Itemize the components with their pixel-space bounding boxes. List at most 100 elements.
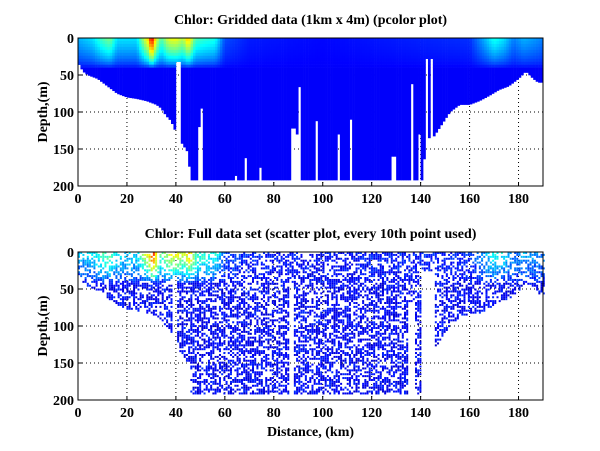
pcolor-cell (227, 49, 231, 54)
pcolor-cell (440, 40, 443, 45)
pcolor-cell (393, 46, 397, 51)
scatter-point (89, 261, 92, 264)
scatter-point (192, 375, 195, 378)
pcolor-cell (339, 55, 343, 60)
scatter-point (82, 259, 85, 262)
pcolor-cell (146, 43, 150, 48)
scatter-point (267, 265, 270, 268)
scatter-point (296, 261, 299, 264)
scatter-point (210, 352, 213, 355)
pcolor-cell (511, 61, 514, 65)
scatter-point (298, 284, 301, 287)
scatter-point (199, 353, 202, 356)
scatter-point (210, 330, 213, 333)
scatter-point (170, 290, 173, 293)
pcolor-cell (312, 43, 316, 48)
scatter-point (300, 327, 303, 330)
pcolor-cell (342, 38, 346, 42)
scatter-point (196, 365, 199, 368)
pcolor-cell (249, 38, 253, 42)
scatter-point (196, 367, 199, 370)
pcolor-cell (469, 64, 473, 68)
pcolor-cell (498, 61, 502, 65)
scatter-point (179, 278, 182, 281)
scatter-point (155, 305, 158, 308)
scatter-point (300, 267, 303, 270)
scatter-point (223, 348, 226, 351)
scatter-point (84, 269, 87, 272)
pcolor-cell (308, 38, 311, 42)
scatter-point (146, 300, 149, 303)
scatter-point (86, 265, 89, 268)
scatter-point (207, 340, 210, 343)
scatter-point (212, 259, 215, 262)
scatter-point (188, 275, 191, 278)
scatter-point (102, 278, 105, 281)
pcolor-cell (234, 43, 238, 48)
scatter-point (238, 302, 241, 305)
pcolor-cell (349, 58, 353, 62)
pcolor-cell (136, 67, 140, 100)
scatter-point (181, 323, 184, 326)
pcolor-cell (290, 64, 294, 68)
scatter-point (300, 280, 303, 283)
scatter-point (216, 259, 219, 262)
pcolor-cell (369, 40, 372, 45)
scatter-point (205, 369, 208, 372)
scatter-point (293, 384, 296, 387)
pcolor-cell (479, 43, 483, 48)
pcolor-cell (254, 55, 257, 60)
scatter-point (282, 332, 285, 335)
scatter-point (214, 392, 217, 395)
pcolor-cell (435, 49, 439, 54)
scatter-point (234, 307, 237, 310)
scatter-point (128, 303, 131, 306)
pcolor-cell (401, 52, 404, 57)
pcolor-cell (200, 55, 204, 60)
pcolor-cell (423, 64, 426, 68)
scatter-point (238, 336, 241, 339)
scatter-point (181, 284, 184, 287)
scatter-point (199, 303, 202, 306)
scatter-point (267, 338, 270, 341)
scatter-point (291, 280, 294, 283)
pcolor-cell (131, 43, 135, 48)
scatter-point (249, 286, 252, 289)
pcolor-cell (540, 43, 544, 48)
scatter-point (258, 255, 261, 258)
scatter-point (174, 255, 177, 258)
scatter-point (229, 277, 232, 280)
pcolor-cell (386, 49, 390, 54)
scatter-point (258, 338, 261, 341)
pcolor-cell (525, 55, 529, 60)
pcolor-cell (391, 61, 395, 65)
pcolor-cell (472, 38, 475, 42)
scatter-point (227, 340, 230, 343)
pcolor-cell (354, 49, 358, 54)
scatter-point (254, 271, 257, 274)
scatter-point (234, 280, 237, 283)
scatter-point (238, 269, 241, 272)
pcolor-cell (102, 55, 106, 60)
scatter-point (199, 284, 202, 287)
pcolor-cell (202, 49, 206, 54)
scatter-point (287, 303, 290, 306)
scatter-point (210, 252, 213, 254)
scatter-point (201, 277, 204, 280)
scatter-point (159, 290, 162, 293)
pcolor-cell (469, 52, 473, 57)
scatter-point (155, 265, 158, 268)
pcolor-cell (268, 52, 272, 57)
scatter-point (137, 288, 140, 291)
pcolor-cell (278, 43, 282, 48)
scatter-point (192, 357, 195, 360)
scatter-point (170, 305, 173, 308)
pcolor-cell (217, 61, 221, 65)
scatter-point (183, 344, 186, 347)
scatter-point (144, 300, 147, 303)
scatter-point (84, 267, 87, 270)
scatter-point (229, 359, 232, 362)
scatter-point (179, 261, 182, 264)
scatter-point (245, 296, 248, 299)
scatter-point (296, 352, 299, 355)
